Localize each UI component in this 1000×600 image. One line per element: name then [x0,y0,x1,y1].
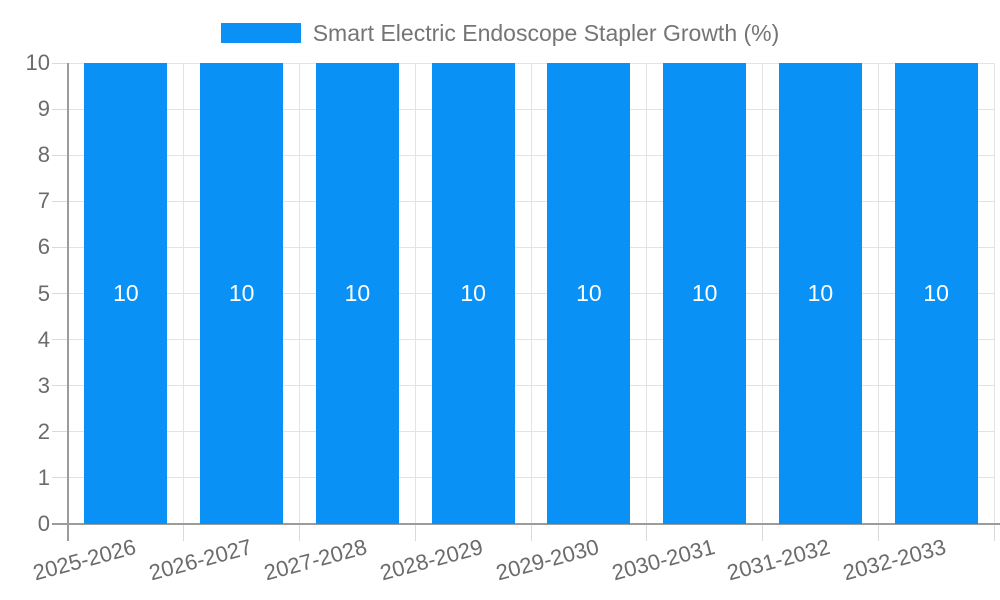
y-tick [52,154,68,156]
x-tick [877,524,879,541]
y-tick [52,339,68,341]
chart-legend[interactable]: Smart Electric Endoscope Stapler Growth … [0,21,1000,45]
bar[interactable]: 10 [84,63,168,524]
y-tick [52,246,68,248]
y-tick [52,200,68,202]
bar-value-label: 10 [344,280,371,306]
x-tick [414,524,416,541]
y-axis-tick-label: 7 [37,188,50,214]
bar-value-label: 10 [691,280,718,306]
bar[interactable]: 10 [547,63,631,524]
y-tick [52,293,68,294]
y-tick [52,62,68,64]
x-tick [762,524,763,541]
x-gridline [877,63,879,524]
x-tick [299,524,300,541]
legend-swatch [220,23,301,43]
y-axis-tick-label: 4 [37,326,50,352]
y-tick [52,477,68,479]
y-axis-tick-label: 9 [37,96,50,122]
y-axis-line [67,63,69,541]
y-axis-tick-label: 8 [37,142,50,168]
x-gridline [299,63,300,524]
y-axis-tick-label: 2 [37,418,50,444]
bar-value-label: 10 [228,280,255,306]
bar[interactable]: 10 [663,63,747,524]
bar[interactable]: 10 [315,63,399,524]
y-axis-tick-label: 6 [37,234,50,260]
bar[interactable]: 10 [894,63,978,524]
legend-label: Smart Electric Endoscope Stapler Growth … [312,20,780,46]
y-axis-tick-label: 1 [37,464,50,490]
bar-value-label: 10 [460,280,486,306]
y-axis-tick-label: 3 [37,372,50,398]
y-tick [52,431,68,433]
bar-value-label: 10 [576,280,602,306]
bar-value-label: 10 [923,280,949,306]
x-gridline [530,63,532,524]
y-axis-tick-label: 10 [25,50,50,75]
x-gridline [414,63,416,524]
x-tick [530,524,532,541]
y-tick [52,385,68,387]
x-tick [993,524,995,541]
x-gridline [183,63,185,524]
x-gridline [762,63,763,524]
bar-value-label: 10 [807,280,834,306]
y-tick [52,108,68,110]
bar[interactable]: 10 [778,63,862,524]
x-axis-line [52,523,1000,525]
x-gridline [993,63,995,524]
y-axis-tick-label: 0 [37,511,50,536]
x-tick [646,524,648,541]
bar[interactable]: 10 [431,63,515,524]
x-gridline [646,63,648,524]
x-tick [183,524,185,541]
bar-value-label: 10 [113,280,139,306]
y-axis-tick-label: 5 [37,280,50,306]
bar[interactable]: 10 [200,63,284,524]
